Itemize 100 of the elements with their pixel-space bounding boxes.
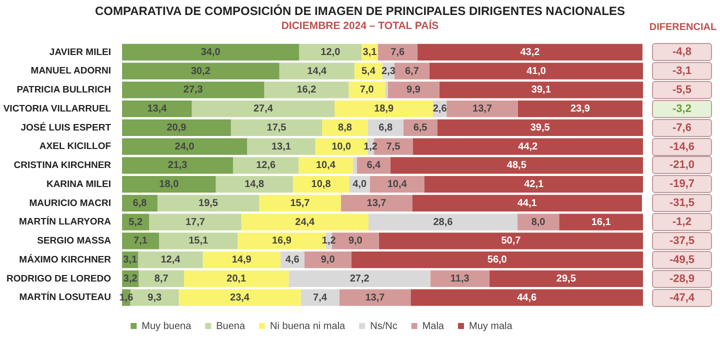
bar: [122, 62, 280, 80]
legend-label: Ni buena ni mala: [270, 320, 346, 332]
data-label: 3,1: [362, 46, 378, 58]
data-label: 43,2: [520, 46, 540, 58]
bar: [412, 194, 642, 212]
data-label: 10,8: [311, 179, 332, 190]
data-label: 23,9: [570, 104, 590, 115]
data-label: 20,9: [166, 122, 187, 134]
bar: [352, 157, 357, 174]
bar: [259, 194, 341, 212]
bar: [230, 119, 322, 136]
data-label: 48,5: [506, 160, 527, 172]
data-label: 1,2: [364, 141, 378, 152]
data-label: 14,8: [244, 179, 265, 190]
bar: [322, 119, 368, 136]
data-label: 14,4: [307, 66, 328, 77]
y-tick-label: MAURICIO MACRI: [29, 198, 112, 209]
text: DIFERENCIAL: [648, 22, 718, 33]
legend-label: Muy mala: [468, 320, 513, 332]
y-tick-label: AXEL KICILLOF: [39, 141, 112, 152]
data-label: 10,0: [332, 141, 352, 152]
bar: [417, 44, 642, 60]
y-tick-label: JAVIER MILEI: [49, 46, 112, 58]
bar: [351, 251, 643, 268]
bar: [334, 100, 434, 118]
text: -37,5: [652, 232, 712, 250]
data-label: 7,1: [134, 236, 148, 247]
bar: [378, 232, 643, 250]
data-label: 7,0: [360, 84, 374, 96]
bar: [299, 44, 362, 60]
data-label: 9,3: [148, 292, 162, 304]
data-label: 28,6: [433, 216, 454, 228]
bar: [178, 289, 301, 306]
bar: [122, 157, 233, 174]
data-label: 12,4: [160, 254, 181, 266]
bar: [138, 251, 203, 268]
data-label: 27,3: [183, 84, 204, 96]
y-tick-label: MARTÍN LOSUTEAU: [19, 291, 112, 304]
bar: [430, 270, 490, 287]
data-label: 23,4: [230, 292, 250, 304]
data-label: 42,1: [524, 179, 544, 190]
data-label: 27,2: [350, 273, 370, 284]
bar: [429, 62, 643, 80]
legend-label: Ns/Nc: [370, 320, 398, 332]
bar: [241, 214, 368, 230]
data-label: 3,2: [123, 273, 138, 284]
text: -3,2: [652, 100, 712, 118]
data-label: 4,6: [285, 254, 300, 266]
text: -1,2: [652, 213, 712, 232]
data-label: 39,1: [531, 84, 552, 96]
data-label: 11,3: [450, 273, 470, 284]
data-label: 18,0: [159, 179, 180, 190]
bar: [122, 232, 160, 250]
data-label: 6,8: [132, 198, 148, 209]
y-tick-label: JOSÉ LUIS ESPERT: [20, 121, 112, 134]
bar: [412, 138, 643, 155]
data-label: 29,5: [556, 273, 576, 284]
bar: [339, 289, 411, 306]
data-label: 2,6: [432, 104, 448, 115]
bar: [149, 214, 242, 230]
data-label: 14,9: [232, 254, 252, 266]
data-label: 16,2: [296, 84, 317, 96]
legend-label: Mala: [422, 320, 444, 332]
bar: [288, 270, 430, 287]
data-label: 4,0: [352, 179, 367, 190]
data-label: 8,8: [338, 122, 352, 134]
data-label: 24,0: [174, 141, 195, 152]
data-label: 7,4: [313, 292, 328, 304]
data-label: 30,2: [190, 66, 211, 77]
data-label: 5,2: [128, 216, 143, 228]
bar: [216, 176, 293, 193]
data-label: 6,7: [404, 66, 420, 77]
bar: [298, 157, 353, 174]
bar: [388, 82, 440, 98]
text: -5,5: [652, 80, 712, 99]
legend-label: Muy buena: [142, 320, 192, 332]
y-tick-label: RODRIGO DE LOREDO: [6, 273, 112, 284]
bar: [446, 100, 518, 118]
data-label: 13,1: [271, 141, 292, 152]
data-label: 9,0: [320, 254, 336, 266]
text: -21,0: [652, 156, 712, 174]
data-label: 24,4: [295, 216, 316, 228]
data-label: 6,4: [366, 160, 382, 172]
y-tick-label: MANUEL ADORNI: [30, 66, 112, 77]
data-label: 8,0: [531, 216, 546, 228]
data-label: 15,7: [290, 198, 310, 209]
data-label: 7,6: [390, 46, 406, 58]
y-tick-label: MARTÍN LLARYORA: [19, 216, 112, 228]
bar: [184, 270, 289, 287]
data-label: 8,7: [154, 273, 169, 284]
text: -47,4: [652, 288, 712, 307]
text: -28,9: [652, 270, 712, 288]
data-label: 6,5: [413, 122, 428, 134]
data-label: 9,0: [348, 236, 363, 247]
y-tick-label: KARINA MILEI: [46, 178, 112, 190]
data-label: 17,5: [266, 122, 287, 134]
chart-subtitle: DICIEMBRE 2024 – TOTAL PAÍS: [281, 20, 439, 32]
data-label: 44,1: [517, 198, 538, 209]
y-tick-label: SERGIO MASSA: [37, 236, 112, 247]
bar: [202, 251, 280, 268]
